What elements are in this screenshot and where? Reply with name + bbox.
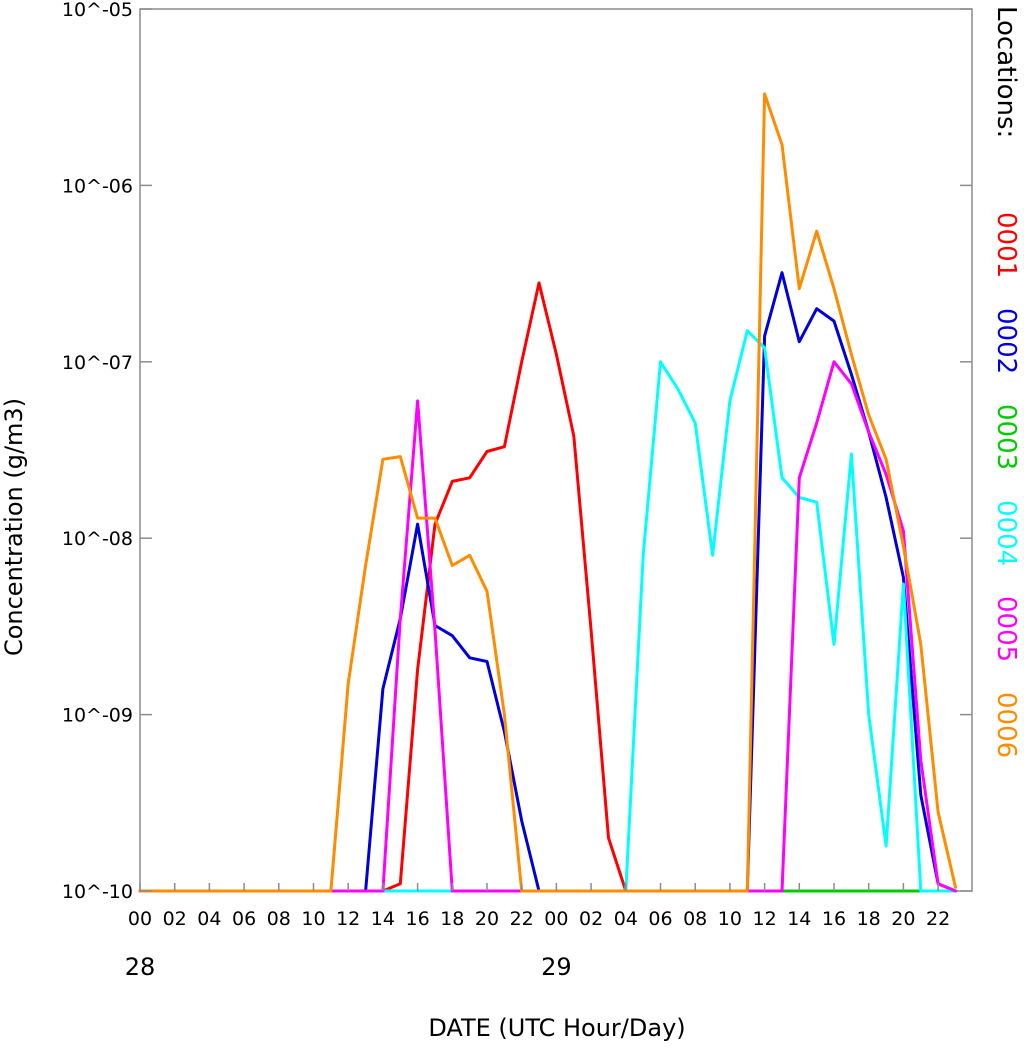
y-tick-label: 10^-10 <box>62 881 133 903</box>
x-tick-label: 18 <box>440 908 464 930</box>
legend-entries: 0001 0002 0003 0004 0005 0006 <box>991 212 1021 758</box>
day-label: 29 <box>541 953 572 981</box>
y-tick-label: 10^-05 <box>62 0 133 21</box>
x-axis-title: DATE (UTC Hour/Day) <box>428 1014 685 1042</box>
series-layer <box>138 92 957 893</box>
y-tick-label: 10^-09 <box>62 705 133 727</box>
legend-entry-0005: 0005 <box>991 596 1021 662</box>
x-tick-label: 10 <box>718 908 742 930</box>
x-tick-label: 10 <box>301 908 325 930</box>
x-tick-label: 00 <box>544 908 568 930</box>
x-tick-label: 22 <box>926 908 950 930</box>
x-tick-label: 06 <box>232 908 256 930</box>
legend-title: Locations: <box>991 6 1021 138</box>
y-tick-label: 10^-08 <box>62 528 133 550</box>
x-tick-label: 20 <box>891 908 915 930</box>
plot-border <box>139 8 973 892</box>
series-line-0004 <box>138 329 957 893</box>
legend-entry-0002: 0002 <box>991 308 1021 374</box>
legend-entry-0001: 0001 <box>991 212 1021 278</box>
legend-entry-0004: 0004 <box>991 500 1021 566</box>
x-tick-label: 12 <box>336 908 360 930</box>
x-tick-label: 06 <box>648 908 672 930</box>
x-tick-label: 04 <box>614 908 638 930</box>
x-tick-label: 08 <box>267 908 291 930</box>
x-axis-ticks: 00 02 04 06 08 10 12 14 16 18 20 22 00 02 04 06 08 10 12 14… <box>125 883 950 981</box>
y-axis-title: Concentration (g/m3) <box>0 398 28 656</box>
x-tick-label: 12 <box>753 908 777 930</box>
x-tick-label: 08 <box>683 908 707 930</box>
y-tick-label: 10^-06 <box>62 175 133 197</box>
x-tick-label: 22 <box>510 908 534 930</box>
x-tick-label: 16 <box>406 908 430 930</box>
legend-entry-0006: 0006 <box>991 692 1021 758</box>
x-tick-label: 02 <box>163 908 187 930</box>
series-line-0006 <box>138 92 957 893</box>
x-tick-label: 00 <box>128 908 152 930</box>
y-tick-label: 10^-07 <box>62 352 133 374</box>
x-tick-label: 18 <box>857 908 881 930</box>
plot-frame <box>139 8 973 892</box>
y-axis-ticks: 10^-10 10^-09 10^-08 10^-07 10^-06 10^-05 <box>62 0 972 903</box>
x-tick-label: 14 <box>371 908 395 930</box>
series-line-0001 <box>138 281 957 893</box>
x-tick-label: 20 <box>475 908 499 930</box>
legend-entry-0003: 0003 <box>991 404 1021 470</box>
x-tick-label: 04 <box>197 908 221 930</box>
legend: Locations: 0001 0002 0003 0004 0005 0006 <box>991 6 1021 758</box>
x-tick-label: 02 <box>579 908 603 930</box>
day-label: 28 <box>125 953 156 981</box>
x-tick-label: 16 <box>822 908 846 930</box>
x-tick-label: 14 <box>787 908 811 930</box>
